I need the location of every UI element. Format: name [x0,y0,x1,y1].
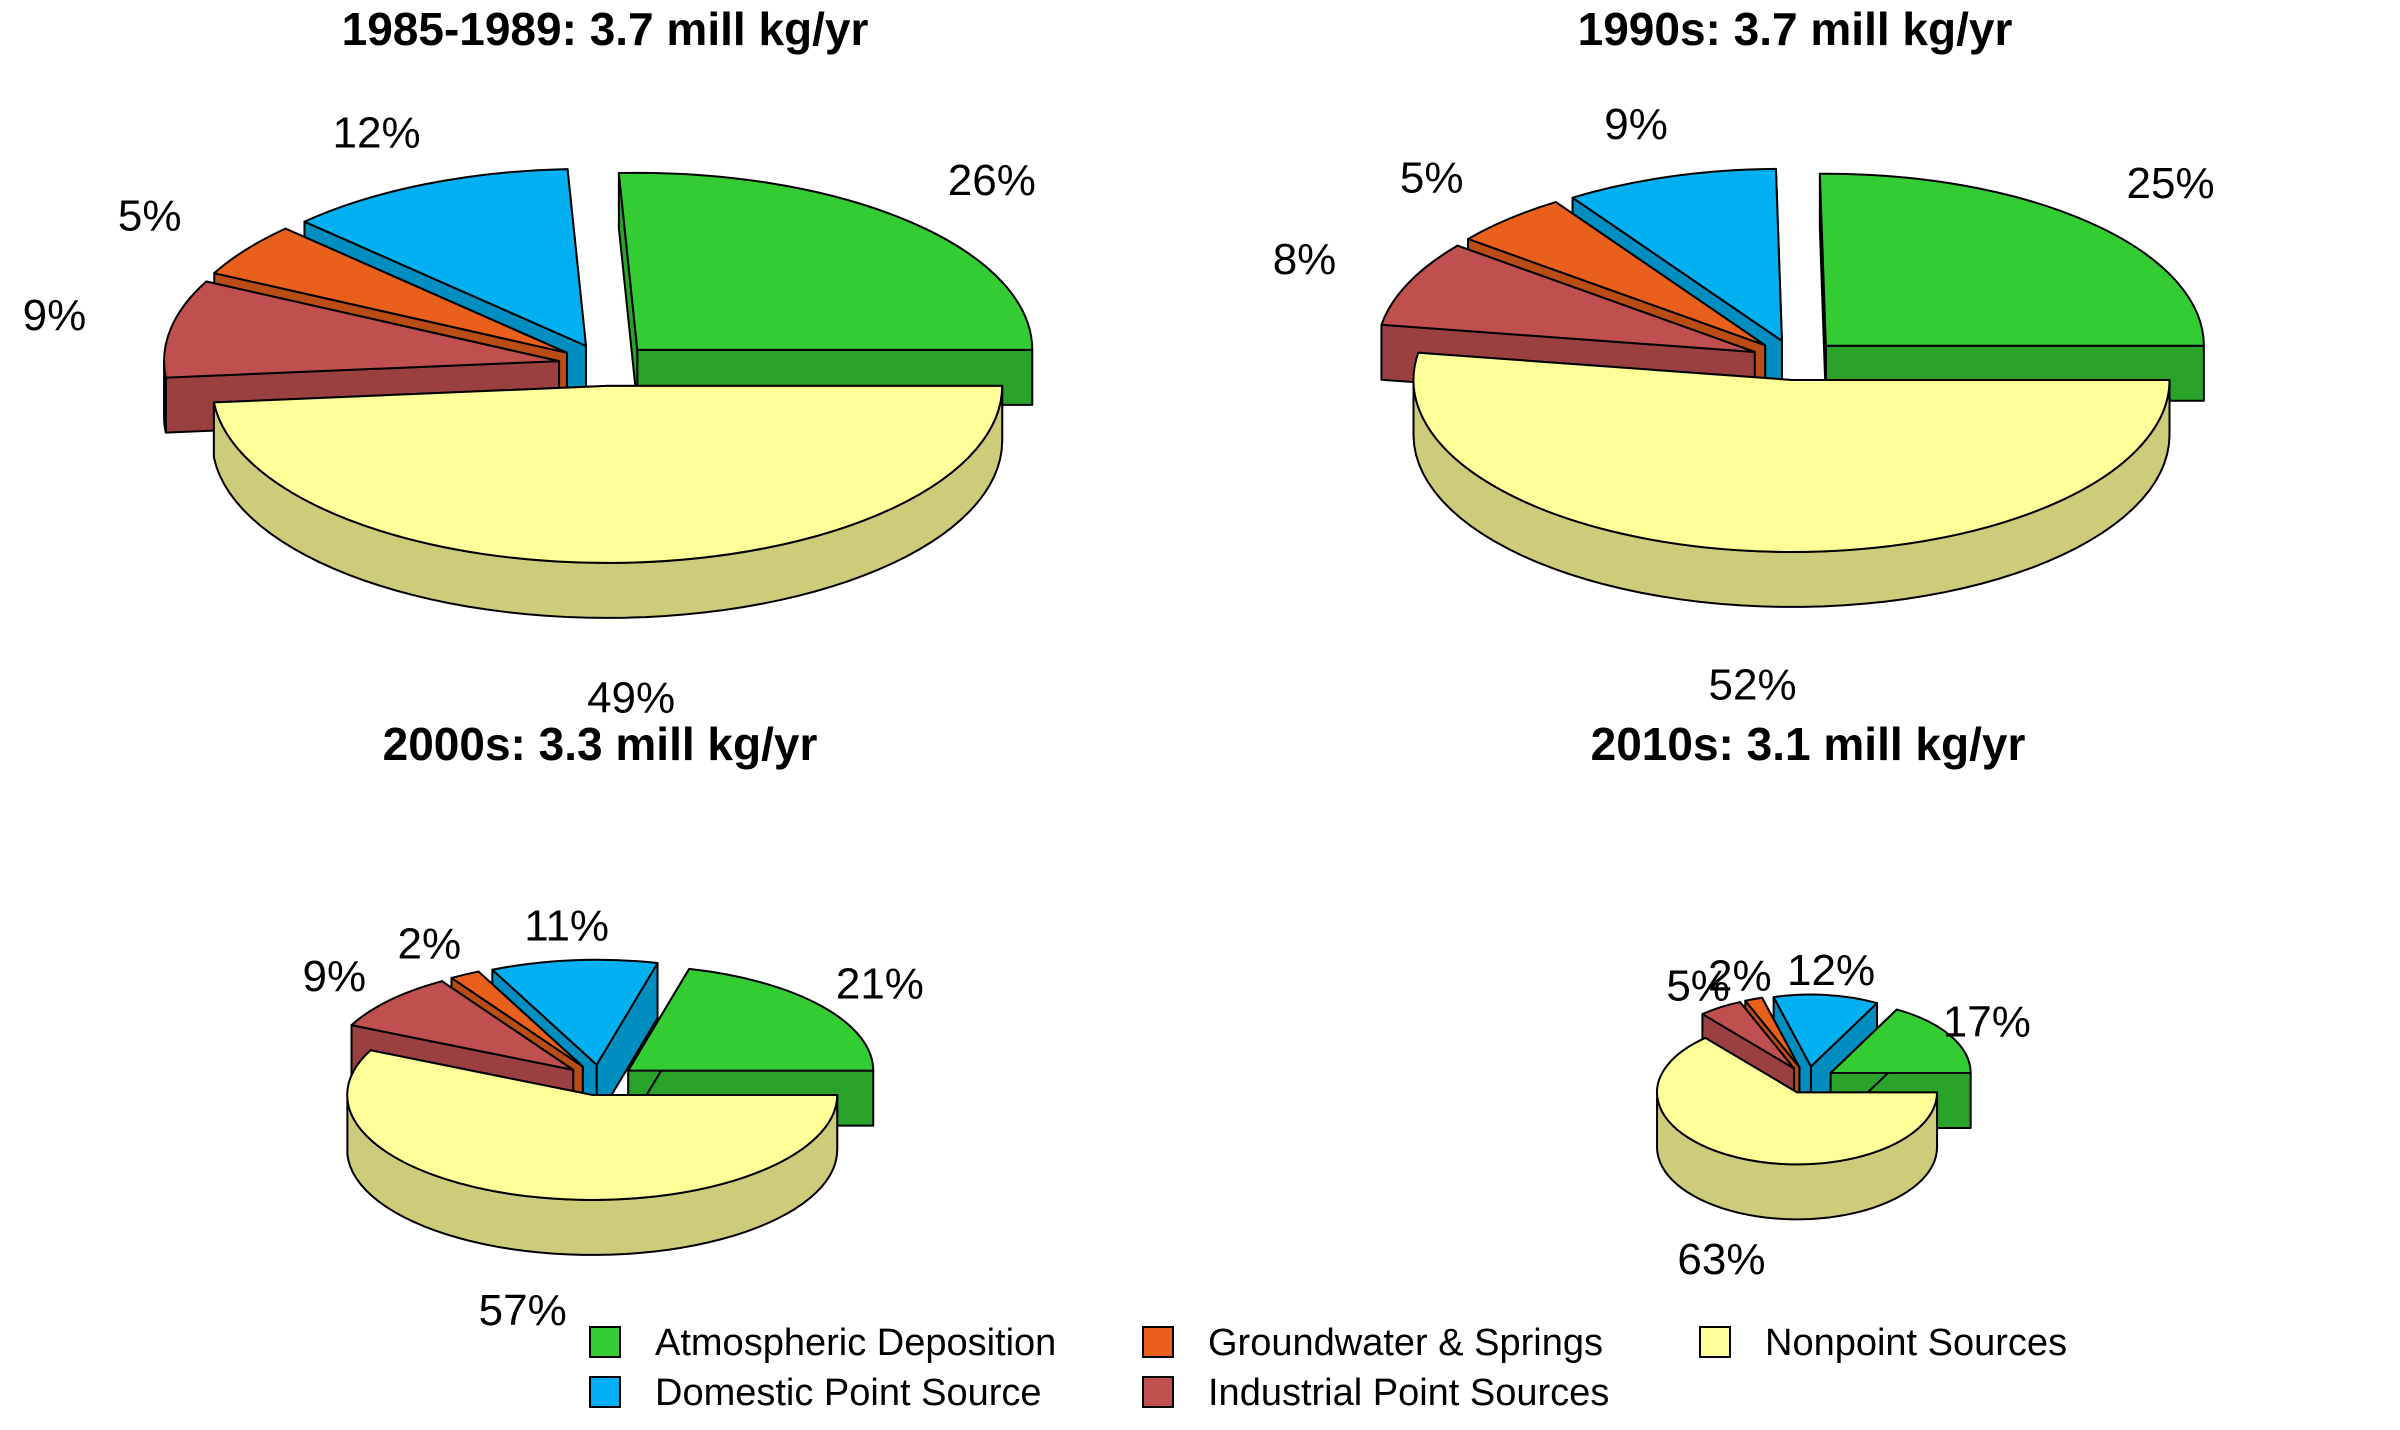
slice-domestic-point-source-top [491,958,659,1066]
legend-item-industrial-point-sources: Industrial Point Sources [1142,1372,1609,1414]
chart-title: 2010s: 3.1 mill kg/yr [1591,718,2026,770]
slice-label-nonpoint-sources: 52% [1709,660,1797,709]
slice-groundwater-and-springs-top [1467,201,1767,347]
slice-groundwater-and-springs-top [213,227,569,354]
slice-nonpoint-sources [1656,1036,1939,1221]
slice-label-atmospheric-deposition: 17% [1943,998,2031,1047]
slice-label-atmospheric-deposition: 26% [948,156,1036,205]
slice-label-groundwater-and-springs: 5% [1400,154,1464,203]
legend-swatch [589,1376,621,1408]
slice-label-atmospheric-deposition: 21% [836,960,924,1009]
pie-chart-1: 1985-1989: 3.7 mill kg/yr 26% 12% 5% 9% 49% [23,3,1036,722]
slice-nonpoint-sources-top [1656,1036,1939,1166]
legend-swatch [1699,1326,1731,1358]
pie-chart-2: 1990s: 3.7 mill kg/yr 25% 9% 5% 8% 52% [1273,3,2215,709]
slice-atmospheric-deposition-top [617,171,1034,351]
legend-swatch [1142,1376,1174,1408]
legend-swatch [1142,1326,1174,1358]
legend-label: Domestic Point Source [655,1372,1042,1414]
legend-swatch [589,1326,621,1358]
slice-label-nonpoint-sources: 63% [1677,1235,1765,1284]
legend: Atmospheric Deposition Groundwater & Spri… [589,1322,2067,1414]
slice-label-groundwater-and-springs: 2% [398,920,462,969]
legend-label: Nonpoint Sources [1765,1322,2067,1364]
legend-label: Groundwater & Springs [1208,1322,1603,1364]
slice-label-groundwater-and-springs: 5% [118,191,182,240]
slice-label-domestic-point-source: 12% [1787,946,1875,995]
slice-nonpoint-sources-top [212,384,1004,564]
slice-domestic-point-source-top [303,168,587,347]
slice-industrial-point-sources-top [1380,244,1756,353]
legend-item-groundwater-and-springs: Groundwater & Springs [1142,1322,1603,1364]
slice-groundwater-and-springs-top [450,970,584,1068]
slice-label-groundwater-and-springs: 2% [1708,951,1772,1000]
legend-item-domestic-point-source: Domestic Point Source [589,1372,1042,1414]
slice-label-atmospheric-deposition: 25% [2127,159,2215,208]
slice-domestic-point-source-top [1571,167,1783,342]
slice-label-industrial-point-sources: 9% [23,291,87,340]
slice-nonpoint-sources [1412,351,2171,608]
legend-label: Industrial Point Sources [1208,1372,1609,1414]
slice-label-nonpoint-sources: 49% [587,673,675,722]
slice-nonpoint-sources [212,384,1004,619]
slice-groundwater-and-springs-top [1744,996,1801,1069]
slice-atmospheric-deposition [617,171,1034,406]
chart-title: 1985-1989: 3.7 mill kg/yr [342,3,869,55]
slice-nonpoint-sources-top [346,1049,839,1201]
slice-industrial-point-sources-top [350,980,575,1071]
chart-title: 2000s: 3.3 mill kg/yr [383,718,818,770]
slice-label-industrial-point-sources: 5% [1666,962,1730,1011]
slice-label-industrial-point-sources: 9% [302,952,366,1001]
slice-label-domestic-point-source: 11% [524,901,609,950]
legend-label: Atmospheric Deposition [655,1322,1056,1364]
slice-atmospheric-deposition-top [1829,1008,1972,1075]
slice-label-domestic-point-source: 9% [1604,100,1668,149]
slice-nonpoint-sources-top [1412,351,2171,553]
pie-chart-3: 2000s: 3.3 mill kg/yr 21% 11% 2% 9% 57% [302,718,923,1335]
slice-label-domestic-point-source: 12% [333,108,421,157]
chart-title: 1990s: 3.7 mill kg/yr [1578,3,2013,55]
legend-item-atmospheric-deposition: Atmospheric Deposition [589,1322,1056,1364]
slice-nonpoint-sources [346,1049,839,1256]
slice-industrial-point-sources-top [163,280,561,379]
slice-domestic-point-source-top [1772,993,1879,1068]
slice-industrial-point-sources-top [1701,1001,1796,1070]
slice-label-nonpoint-sources: 57% [479,1286,567,1335]
slice-label-industrial-point-sources: 8% [1273,235,1337,284]
slice-atmospheric-deposition-top [627,967,875,1072]
pie-chart-4: 2010s: 3.1 mill kg/yr 17% 12% 2%5% 63% [1591,718,2031,1284]
legend-item-nonpoint-sources: Nonpoint Sources [1699,1322,2067,1364]
slice-atmospheric-deposition-top [1818,172,2205,347]
